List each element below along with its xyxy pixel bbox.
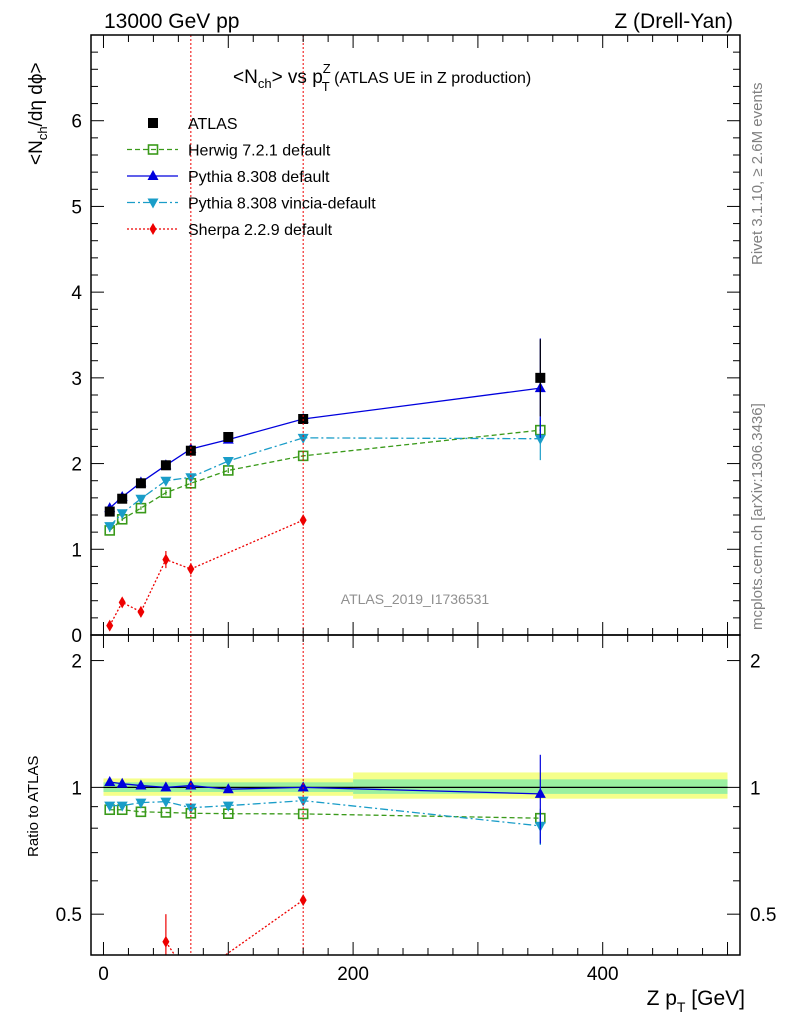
vertical-lines (190, 35, 304, 955)
legend-marker (147, 198, 159, 209)
data-point (104, 506, 115, 517)
legend-label: Herwig 7.2.1 default (188, 143, 331, 160)
ratio-point (297, 796, 309, 807)
y-tick-label: 3 (71, 369, 82, 390)
data-point (117, 493, 128, 504)
ratio-series-pythia-8-308-vincia-default (104, 796, 546, 845)
ratio-y-tick-label-right: 2 (750, 652, 761, 673)
data-point (118, 596, 126, 609)
y-tick-label: 6 (71, 112, 82, 133)
ratio-point (187, 973, 194, 985)
process-label: Z (Drell-Yan) (614, 10, 733, 33)
x-tick-label: 400 (587, 964, 619, 985)
y-tick-label: 2 (71, 455, 82, 476)
rivet-label: Rivet 3.1.10, ≥ 2.6M events (749, 83, 766, 266)
legend-marker (148, 118, 158, 128)
series-line (109, 429, 541, 531)
series-line (109, 519, 304, 626)
series-pythia-8-308-default (104, 338, 546, 513)
main-series (104, 338, 546, 632)
data-point (116, 509, 128, 520)
series-herwig-7-2-1-default (104, 419, 546, 536)
data-point (160, 476, 172, 487)
data-point (135, 478, 146, 489)
data-point (223, 432, 234, 442)
main-ylabel: <Nch/dη dϕ> (26, 62, 50, 165)
ratio-y-tick-label: 1 (71, 778, 82, 799)
y-tick-label: 5 (71, 197, 82, 218)
legend-entry: Pythia 8.308 default (127, 169, 330, 186)
legend-entry: Herwig 7.2.1 default (127, 143, 331, 160)
ratio-y-tick-label-right: 1 (750, 778, 761, 799)
ratio-point (297, 781, 309, 792)
ratio-point (104, 801, 116, 812)
ratio-point (534, 787, 546, 798)
series-line (109, 437, 541, 527)
ratio-y-tick-label-right: 0.5 (750, 905, 776, 926)
ratio-line (165, 899, 304, 955)
data-point (185, 445, 196, 456)
data-point (160, 487, 172, 499)
ratio-point (222, 783, 234, 794)
ratio-point (297, 808, 309, 820)
x-tick-label: 200 (337, 964, 369, 985)
ratio-point (162, 935, 170, 948)
legend-label: Pythia 8.308 default (188, 169, 330, 186)
legend-label: Sherpa 2.2.9 default (188, 222, 333, 239)
axes: 0 1 2 3 4 5 6 0 200 400 0.5 0.5 1 1 2 2 (56, 35, 776, 985)
data-point (160, 460, 171, 471)
data-point (222, 457, 234, 467)
data-point (106, 619, 114, 632)
series-pythia-8-308-vincia-default (104, 417, 546, 533)
ratio-y-tick-label: 2 (71, 652, 82, 673)
legend-marker (149, 223, 157, 235)
legend-marker (147, 170, 159, 180)
ratio-point (104, 775, 116, 786)
ratio-frame (90, 634, 741, 956)
x-tick-label: 0 (98, 964, 109, 985)
legend-entry: Sherpa 2.2.9 default (127, 222, 333, 239)
series-sherpa-2-2-9-default (106, 514, 307, 632)
ratio-line (109, 799, 541, 827)
ratio-point (116, 801, 128, 812)
plot-title: <Nch> vs pZ T (ATLAS UE in Z production) (233, 61, 531, 94)
analysis-id: ATLAS_2019_I1736531 (341, 591, 490, 607)
data-point (162, 553, 170, 566)
data-point (187, 563, 195, 575)
ratio-line (109, 809, 541, 819)
legend-marker (147, 144, 159, 155)
data-point (135, 494, 147, 505)
legend-label: ATLAS (188, 116, 238, 133)
data-point (534, 434, 546, 445)
y-tick-label: 1 (71, 540, 82, 561)
ratio-ylabel: Ratio to ATLAS (25, 756, 42, 857)
data-point (185, 473, 197, 484)
data-point (535, 372, 546, 383)
ratio-point (135, 798, 147, 809)
energy-label: 13000 GeV pp (104, 10, 239, 33)
y-tick-label: 4 (71, 283, 82, 304)
ratio-series-sherpa-2-2-9-default (162, 894, 307, 985)
legend: ATLAS Herwig 7.2.1 default Pythia 8.308 de… (127, 116, 376, 239)
ratio-point (135, 779, 147, 790)
legend-entry: Pythia 8.308 vincia-default (127, 196, 376, 213)
ratio-point (222, 801, 234, 812)
data-point (137, 605, 145, 618)
data-point (297, 433, 309, 444)
ratio-y-tick-label: 0.5 (56, 905, 82, 926)
x-axis-label: Z pT [GeV] (647, 987, 745, 1015)
y-tick-label: 0 (71, 626, 82, 647)
legend-label: Pythia 8.308 vincia-default (188, 196, 376, 213)
mcplots-label: mcplots.cern.ch [arXiv:1306.3436] (749, 403, 766, 630)
ratio-point (160, 797, 172, 808)
ratio-point (116, 777, 128, 788)
data-point (104, 522, 116, 533)
legend-entry: ATLAS (148, 116, 238, 133)
ratio-point (160, 807, 172, 818)
ratio-series-herwig-7-2-1-default (104, 804, 546, 825)
ratio-point (160, 781, 172, 792)
